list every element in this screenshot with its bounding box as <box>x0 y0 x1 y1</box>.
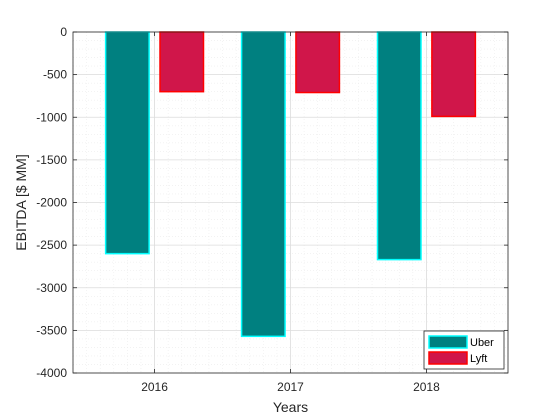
y-tick-label: 0 <box>60 25 67 39</box>
bar-lyft-2016 <box>159 31 205 93</box>
legend-label-uber: Uber <box>470 337 494 349</box>
y-tick-label: -500 <box>43 68 67 82</box>
y-tick-label: -2500 <box>36 238 67 252</box>
x-axis-title: Years <box>273 399 308 415</box>
y-tick-label: -3500 <box>36 323 67 337</box>
x-tick-label: 2016 <box>141 380 168 394</box>
y-axis-title: EBITDA [$ MM] <box>13 154 29 250</box>
legend-label-lyft: Lyft <box>470 353 487 365</box>
x-tick-label: 2018 <box>413 380 440 394</box>
y-axis-ticks: 0 -500 -1000 -1500 -2000 -2500 -3000 -3500 -4000 <box>36 25 508 380</box>
legend: Uber Lyft <box>423 330 505 370</box>
y-tick-label: -3000 <box>36 281 67 295</box>
bar-lyft-2017 <box>295 31 341 94</box>
bar-uber-2018 <box>376 31 422 261</box>
y-tick-label: -1000 <box>36 110 67 124</box>
bar-uber-2017 <box>240 31 286 338</box>
bar-lyft-2018 <box>431 31 477 118</box>
y-tick-label: -1500 <box>36 153 67 167</box>
x-axis-ticks: 2016 2017 2018 <box>141 32 440 394</box>
bar-uber-2016 <box>104 31 150 255</box>
legend-swatch-lyft <box>428 351 468 365</box>
y-tick-label: -2000 <box>36 196 67 210</box>
y-tick-label: -4000 <box>36 366 67 380</box>
legend-swatch-uber <box>428 335 468 349</box>
bars <box>104 31 477 338</box>
x-tick-label: 2017 <box>277 380 304 394</box>
